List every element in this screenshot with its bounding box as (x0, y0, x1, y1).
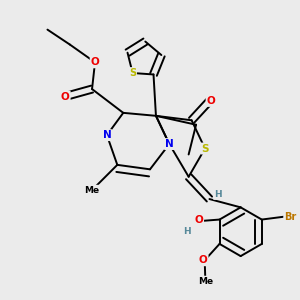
Text: H: H (183, 227, 191, 236)
Text: S: S (129, 68, 136, 78)
Text: O: O (199, 255, 208, 265)
Text: O: O (61, 92, 70, 101)
Text: Br: Br (284, 212, 296, 222)
Text: O: O (194, 214, 203, 224)
Text: H: H (214, 190, 222, 199)
Text: O: O (207, 96, 215, 106)
Text: N: N (103, 130, 111, 140)
Text: S: S (201, 143, 209, 154)
Text: O: O (91, 57, 99, 67)
Text: N: N (165, 139, 174, 149)
Text: Me: Me (198, 277, 213, 286)
Text: Me: Me (85, 186, 100, 195)
